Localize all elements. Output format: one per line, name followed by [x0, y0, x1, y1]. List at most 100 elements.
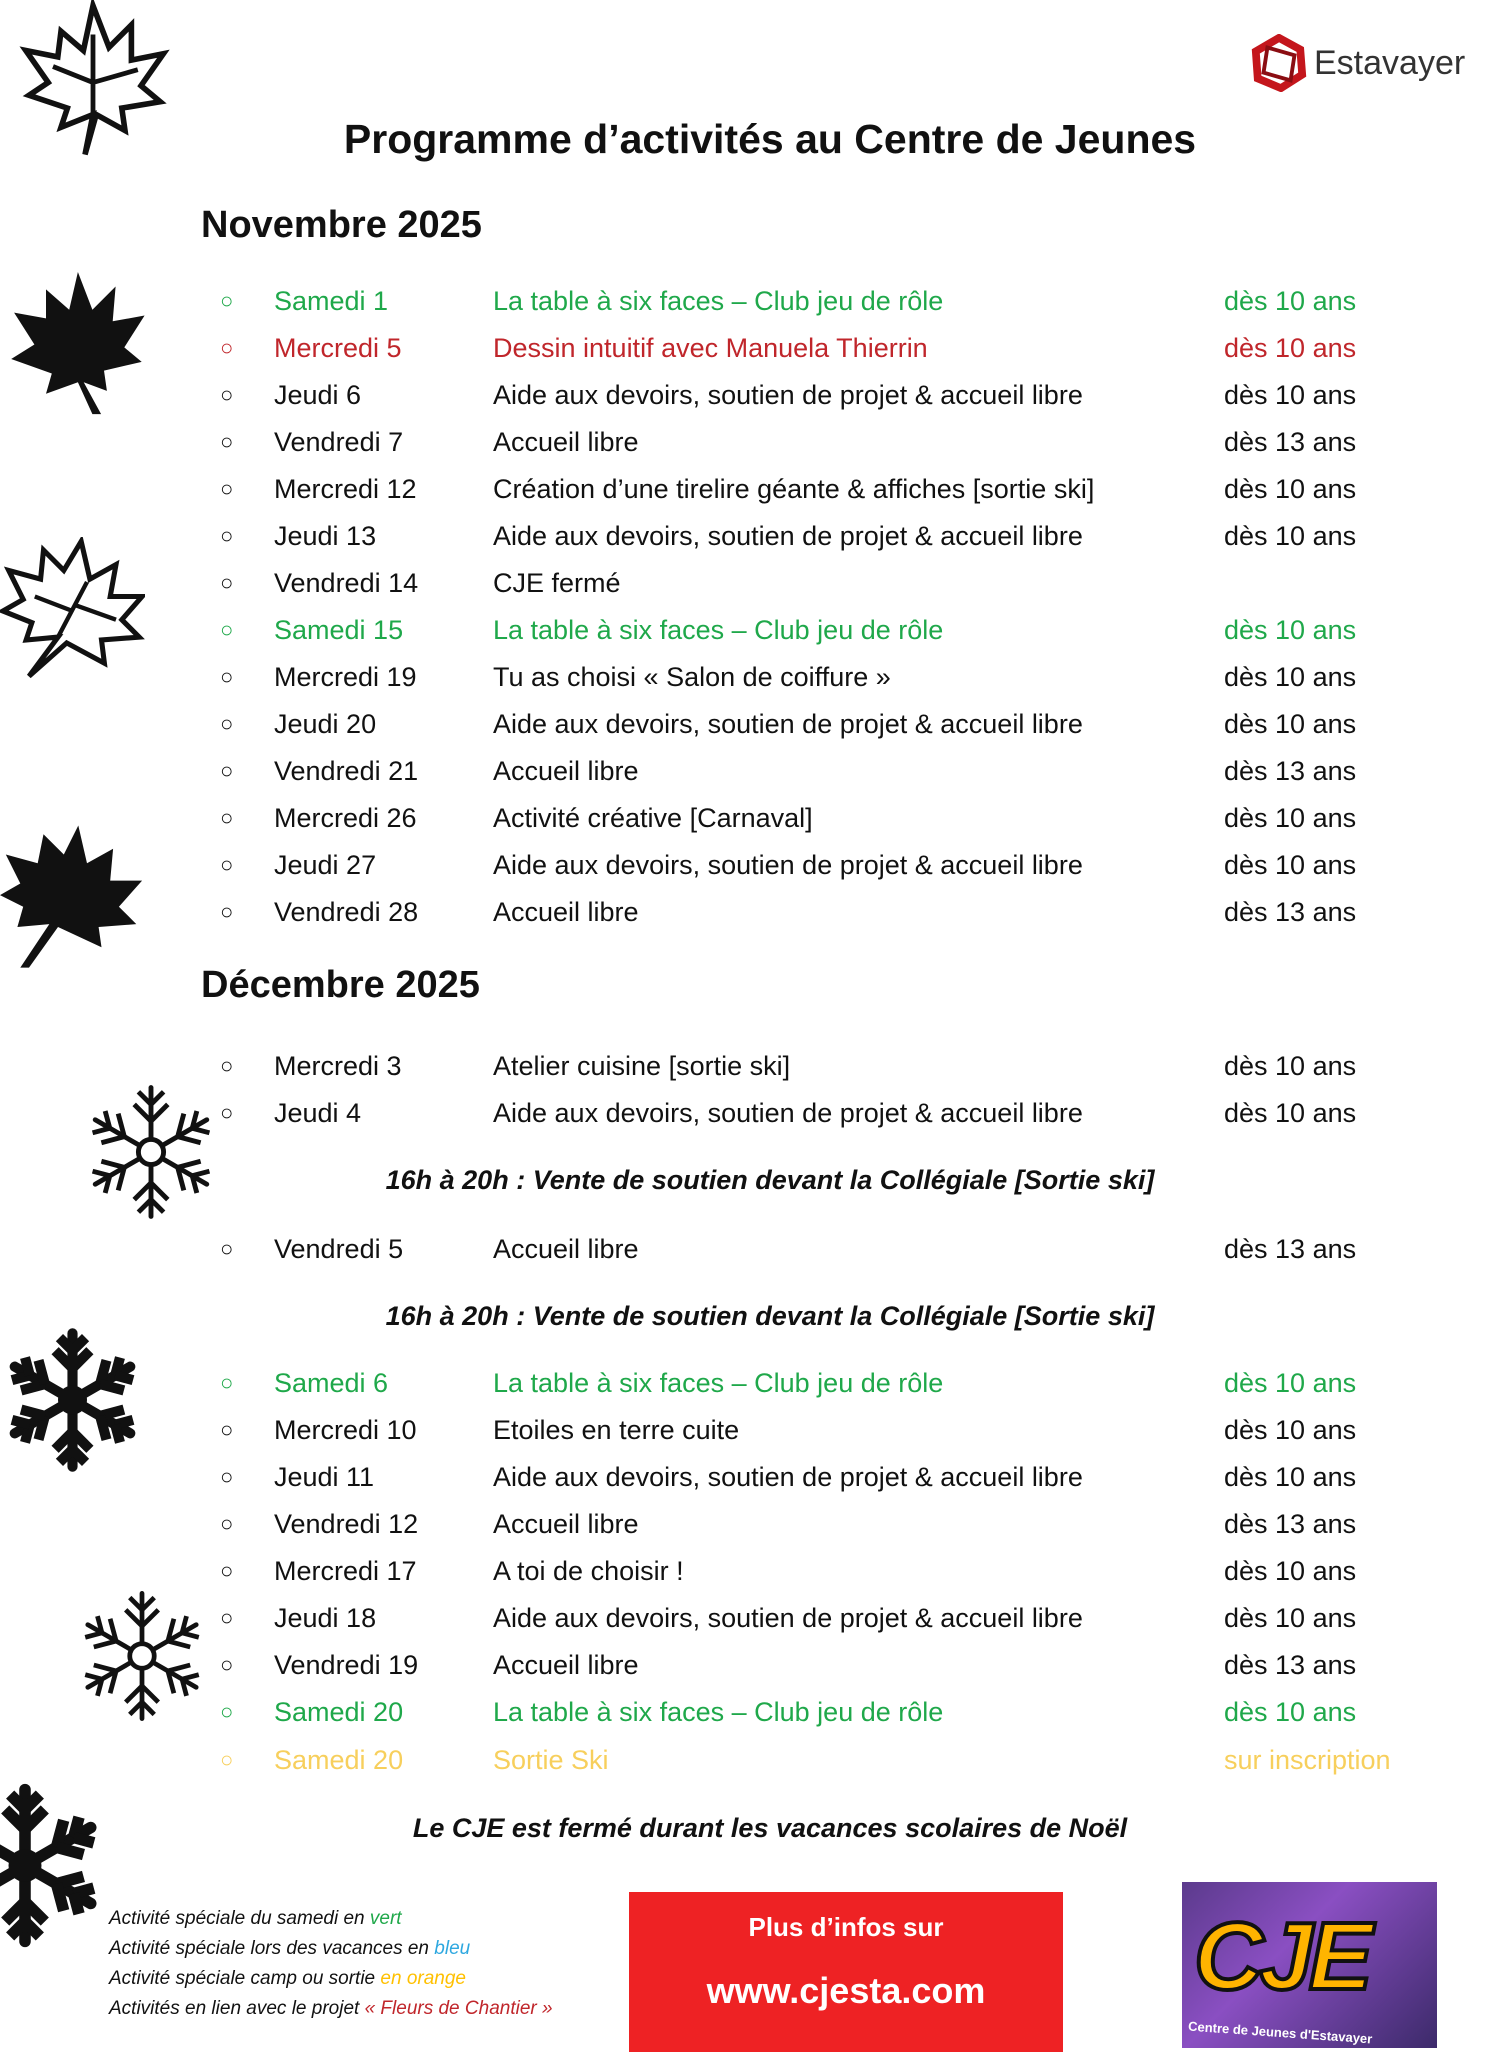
legend-item: Activités en lien avec le projet « Fleur…: [109, 1994, 553, 2024]
activity-name: Sortie Ski: [493, 1745, 609, 1775]
maple-leaf-black-icon: [0, 825, 143, 968]
age-requirement: dès 10 ans: [1224, 1051, 1357, 1081]
maple-leaf-black-icon: [11, 272, 145, 415]
bullet-icon: ○: [220, 1605, 234, 1630]
activity-date: Mercredi 19: [274, 662, 417, 692]
activity-date: Jeudi 20: [274, 709, 377, 739]
maple-leaf-outline-icon: [0, 537, 145, 679]
age-requirement: dès 13 ans: [1224, 1509, 1357, 1539]
activity-name: Activité créative [Carnaval]: [493, 803, 813, 833]
legend-text: Activité spéciale camp ou sortie: [109, 1968, 381, 1989]
list-item: ○ Samedi 15 La table à six faces – Club je…: [0, 610, 1487, 650]
list-item: ○ Jeudi 4 Aide aux devoirs, soutien de pro…: [0, 1093, 1487, 1133]
legend-text: Activité spéciale du samedi en: [109, 1908, 370, 1929]
age-requirement: dès 13 ans: [1224, 897, 1357, 927]
activity-date: Mercredi 10: [274, 1415, 417, 1445]
activity-name: Accueil libre: [493, 427, 639, 457]
age-requirement: dès 10 ans: [1224, 709, 1357, 739]
bullet-icon: ○: [220, 429, 234, 454]
age-requirement: dès 10 ans: [1224, 1697, 1357, 1727]
event-note: 16h à 20h : Vente de soutien devant la C…: [385, 1165, 1155, 1195]
snowflake-outline-icon: [91, 1085, 211, 1219]
snowflake-black-icon: [0, 1783, 97, 1948]
list-item: ○ Mercredi 19 Tu as choisi « Salon de coif…: [0, 657, 1487, 697]
activity-date: Mercredi 3: [274, 1051, 402, 1081]
activity-name: Aide aux devoirs, soutien de projet & ac…: [493, 1462, 1083, 1492]
bullet-icon: ○: [220, 617, 234, 642]
estavayer-logo: Estavayer: [1250, 34, 1465, 92]
list-item: ○ Samedi 20 La table à six faces – Club je…: [0, 1692, 1487, 1732]
age-requirement: dès 10 ans: [1224, 1462, 1357, 1492]
bullet-icon: ○: [220, 382, 234, 407]
activity-name: Aide aux devoirs, soutien de projet & ac…: [493, 521, 1083, 551]
activity-date: Vendredi 21: [274, 756, 419, 786]
maple-leaf-outline-icon: [19, 0, 170, 156]
age-requirement: dès 10 ans: [1224, 615, 1357, 645]
activity-name: Accueil libre: [493, 897, 639, 927]
age-requirement: dès 10 ans: [1224, 803, 1357, 833]
activity-date: Vendredi 5: [274, 1234, 404, 1264]
bullet-icon: ○: [220, 1558, 234, 1583]
cje-logo-text: CJE: [1192, 1901, 1375, 2012]
activity-name: Aide aux devoirs, soutien de projet & ac…: [493, 850, 1083, 880]
activity-date: Jeudi 11: [274, 1462, 375, 1492]
age-requirement: dès 10 ans: [1224, 521, 1357, 551]
bullet-icon: ○: [220, 1652, 234, 1677]
activity-name: Aide aux devoirs, soutien de projet & ac…: [493, 1603, 1083, 1633]
event-note: 16h à 20h : Vente de soutien devant la C…: [385, 1301, 1155, 1331]
bullet-icon: ○: [220, 1417, 234, 1442]
age-requirement: dès 10 ans: [1224, 333, 1357, 363]
activity-date: Mercredi 17: [274, 1556, 417, 1586]
activity-date: Samedi 6: [274, 1368, 389, 1398]
bullet-icon: ○: [220, 1370, 234, 1395]
cje-logo: CJE Centre de Jeunes d'Estavayer: [1182, 1882, 1437, 2048]
activity-name: La table à six faces – Club jeu de rôle: [493, 286, 944, 316]
activity-date: Jeudi 4: [274, 1098, 362, 1128]
bullet-icon: ○: [220, 570, 234, 595]
list-item: ○ Mercredi 26 Activité créative [Carnaval]…: [0, 798, 1487, 838]
age-requirement: dès 10 ans: [1224, 286, 1357, 316]
activity-name: Accueil libre: [493, 756, 639, 786]
age-requirement: dès 13 ans: [1224, 1650, 1357, 1680]
activity-date: Mercredi 12: [274, 474, 417, 504]
bullet-icon: ○: [220, 1100, 234, 1125]
legend-item: Activité spéciale du samedi en vert: [109, 1904, 402, 1934]
website-link[interactable]: www.cjesta.com: [706, 1970, 986, 2011]
activity-date: Vendredi 12: [274, 1509, 419, 1539]
age-requirement: dès 10 ans: [1224, 1415, 1357, 1445]
age-requirement: dès 13 ans: [1224, 756, 1357, 786]
legend-item: Activité spéciale lors des vacances en b…: [109, 1934, 470, 1964]
activity-date: Samedi 20: [274, 1697, 404, 1727]
month-heading-december: Décembre 2025: [201, 964, 480, 1006]
list-item: ○ Vendredi 14 CJE fermé: [0, 563, 1487, 603]
estavayer-logo-text: Estavayer: [1314, 43, 1466, 82]
bullet-icon: ○: [220, 288, 234, 313]
cje-logo-subtitle: Centre de Jeunes d'Estavayer: [1187, 2018, 1373, 2047]
activity-date: Jeudi 27: [274, 850, 377, 880]
list-item: ○ Samedi 1 La table à six faces – Club jeu…: [0, 281, 1487, 321]
activity-name: La table à six faces – Club jeu de rôle: [493, 1368, 944, 1398]
age-requirement: dès 10 ans: [1224, 1603, 1357, 1633]
activity-date: Jeudi 18: [274, 1603, 377, 1633]
info-box: Plus d’infos sur www.cjesta.com: [629, 1892, 1063, 2052]
list-item: ○ Jeudi 20 Aide aux devoirs, soutien de pr…: [0, 704, 1487, 744]
list-item: ○ Mercredi 5 Dessin intuitif avec Manuela …: [0, 328, 1487, 368]
age-requirement: dès 10 ans: [1224, 1368, 1357, 1398]
bullet-icon: ○: [220, 523, 234, 548]
list-item: ○ Jeudi 18 Aide aux devoirs, soutien de pr…: [0, 1598, 1487, 1638]
activity-date: Jeudi 6: [274, 380, 362, 410]
bullet-icon: ○: [220, 664, 234, 689]
activity-date: Vendredi 28: [274, 897, 419, 927]
bullet-icon: ○: [220, 1511, 234, 1536]
bullet-icon: ○: [220, 852, 234, 877]
activity-name: Accueil libre: [493, 1234, 639, 1264]
activity-name: Atelier cuisine [sortie ski]: [493, 1051, 791, 1081]
activity-name: Dessin intuitif avec Manuela Thierrin: [493, 333, 928, 363]
activity-name: Accueil libre: [493, 1650, 639, 1680]
activity-name: Création d’une tirelire géante & affiche…: [493, 474, 1095, 504]
age-requirement: sur inscription: [1224, 1745, 1391, 1775]
month-heading-november: Novembre 2025: [201, 204, 482, 246]
age-requirement: dès 13 ans: [1224, 427, 1357, 457]
bullet-icon: ○: [220, 476, 234, 501]
age-requirement: dès 13 ans: [1224, 1234, 1357, 1264]
